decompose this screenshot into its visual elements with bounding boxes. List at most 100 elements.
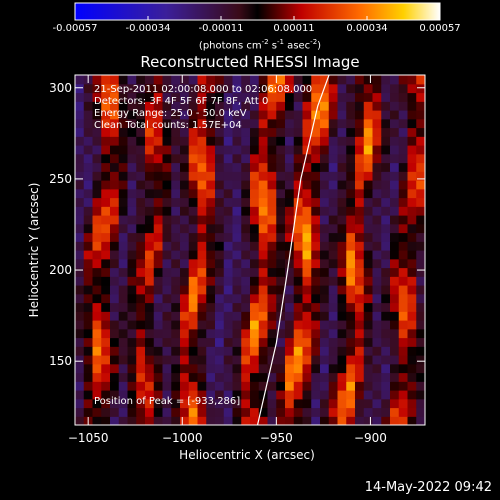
heatmap-cell xyxy=(118,83,129,94)
heatmap-cell xyxy=(136,372,146,382)
heatmap-cell xyxy=(206,223,216,234)
heatmap-cell xyxy=(145,320,155,330)
heatmap-cell xyxy=(232,320,242,330)
heatmap-cell xyxy=(302,355,312,365)
heatmap-cell xyxy=(381,381,391,391)
heatmap-cell xyxy=(153,223,164,234)
heatmap-cell xyxy=(311,398,321,409)
heatmap-cell xyxy=(320,293,330,304)
heatmap-cell xyxy=(302,407,312,417)
heatmap-cell xyxy=(223,153,234,164)
heatmap-cell xyxy=(232,285,242,295)
heatmap-cell xyxy=(197,83,207,94)
heatmap-cell xyxy=(250,293,260,304)
heatmap-cell xyxy=(355,346,365,356)
heatmap-cell xyxy=(232,223,242,234)
heatmap-cell xyxy=(206,302,216,312)
heatmap-cell xyxy=(293,180,304,190)
heatmap-cell xyxy=(407,110,417,120)
heatmap-cell xyxy=(180,355,190,365)
heatmap-cell xyxy=(320,127,330,137)
heatmap-cell xyxy=(75,276,85,286)
colorbar-tick-label: 0.00057 xyxy=(419,23,461,34)
heatmap-cell xyxy=(258,250,269,260)
heatmap-cell xyxy=(302,398,312,409)
heatmap-cell xyxy=(250,206,260,216)
heatmap-cell xyxy=(285,346,295,356)
heatmap-cell xyxy=(372,293,382,304)
heatmap-cell xyxy=(110,162,120,172)
heatmap-cell xyxy=(92,250,102,260)
heatmap-cell xyxy=(206,197,216,207)
heatmap-cell xyxy=(75,215,85,225)
heatmap-cell xyxy=(337,372,347,382)
heatmap-cell xyxy=(337,320,347,330)
heatmap-cell xyxy=(180,416,190,425)
heatmap-cell xyxy=(83,223,94,234)
heatmap-cell xyxy=(92,416,102,425)
colorbar-ticks xyxy=(74,16,441,20)
heatmap-cell xyxy=(197,293,207,304)
heatmap-cell xyxy=(346,416,356,425)
heatmap-cell xyxy=(206,346,216,356)
heatmap-cell xyxy=(215,416,225,425)
heatmap-cell xyxy=(171,293,181,304)
colorbar-tick-label: -0.00034 xyxy=(125,23,171,34)
heatmap-cell xyxy=(180,276,190,286)
heatmap-cell xyxy=(136,75,146,85)
heatmap-cell xyxy=(145,293,155,304)
heatmap-cell xyxy=(390,250,400,260)
heatmap-cell xyxy=(75,293,85,304)
colorbar-tick-label: -0.00011 xyxy=(198,23,244,34)
heatmap-cell xyxy=(267,320,277,330)
heatmap-cell xyxy=(83,258,94,269)
heatmap-cell xyxy=(232,215,242,225)
heatmap-cell xyxy=(127,337,137,347)
heatmap-cell xyxy=(223,241,234,251)
heatmap-cell xyxy=(311,197,321,207)
heatmap-cell xyxy=(127,162,137,172)
heatmap-cell xyxy=(171,153,181,164)
heatmap-cell xyxy=(381,293,391,304)
heatmap-cell xyxy=(398,355,409,365)
heatmap-cell xyxy=(232,241,242,251)
heatmap-cell xyxy=(215,101,225,111)
heatmap-cell xyxy=(337,162,347,172)
heatmap-cell xyxy=(223,136,234,146)
heatmap-cell xyxy=(311,241,321,251)
heatmap-cell xyxy=(206,145,216,155)
heatmap-cell xyxy=(223,83,234,94)
heatmap-cell xyxy=(83,180,94,190)
heatmap-cell xyxy=(328,153,339,164)
heatmap-cell xyxy=(320,101,330,111)
heatmap-cell xyxy=(101,355,111,365)
heatmap-cell xyxy=(381,416,391,425)
heatmap-cell xyxy=(162,197,172,207)
heatmap-cell xyxy=(328,232,339,242)
heatmap-cell xyxy=(363,311,374,321)
heatmap-cell xyxy=(223,276,234,286)
heatmap-cell xyxy=(250,136,260,146)
heatmap-cell xyxy=(398,381,409,391)
colorbar-unit-label: (photons cm-2 s-1 asec-2) xyxy=(199,38,321,51)
heatmap-cell xyxy=(110,293,120,304)
annotation-time-range: 21-Sep-2011 02:00:08.000 to 02:06:08.000 xyxy=(94,84,313,95)
heatmap-cell xyxy=(390,328,400,339)
heatmap-cell xyxy=(363,136,374,146)
heatmap-cell xyxy=(363,381,374,391)
heatmap-cell xyxy=(267,83,277,94)
heatmap-cell xyxy=(110,83,120,94)
heatmap-cell xyxy=(267,110,277,120)
heatmap-cell xyxy=(110,407,120,417)
heatmap-cell xyxy=(328,171,339,181)
heatmap-cell xyxy=(355,223,365,234)
heatmap-cell xyxy=(232,110,242,120)
heatmap-cell xyxy=(372,232,382,242)
heatmap-cell xyxy=(328,267,339,277)
heatmap-cell xyxy=(311,250,321,260)
heatmap-cell xyxy=(136,110,146,120)
heatmap-cell xyxy=(320,407,330,417)
heatmap-cell xyxy=(363,390,374,400)
heatmap-cell xyxy=(241,241,251,251)
heatmap-cell xyxy=(188,355,199,365)
